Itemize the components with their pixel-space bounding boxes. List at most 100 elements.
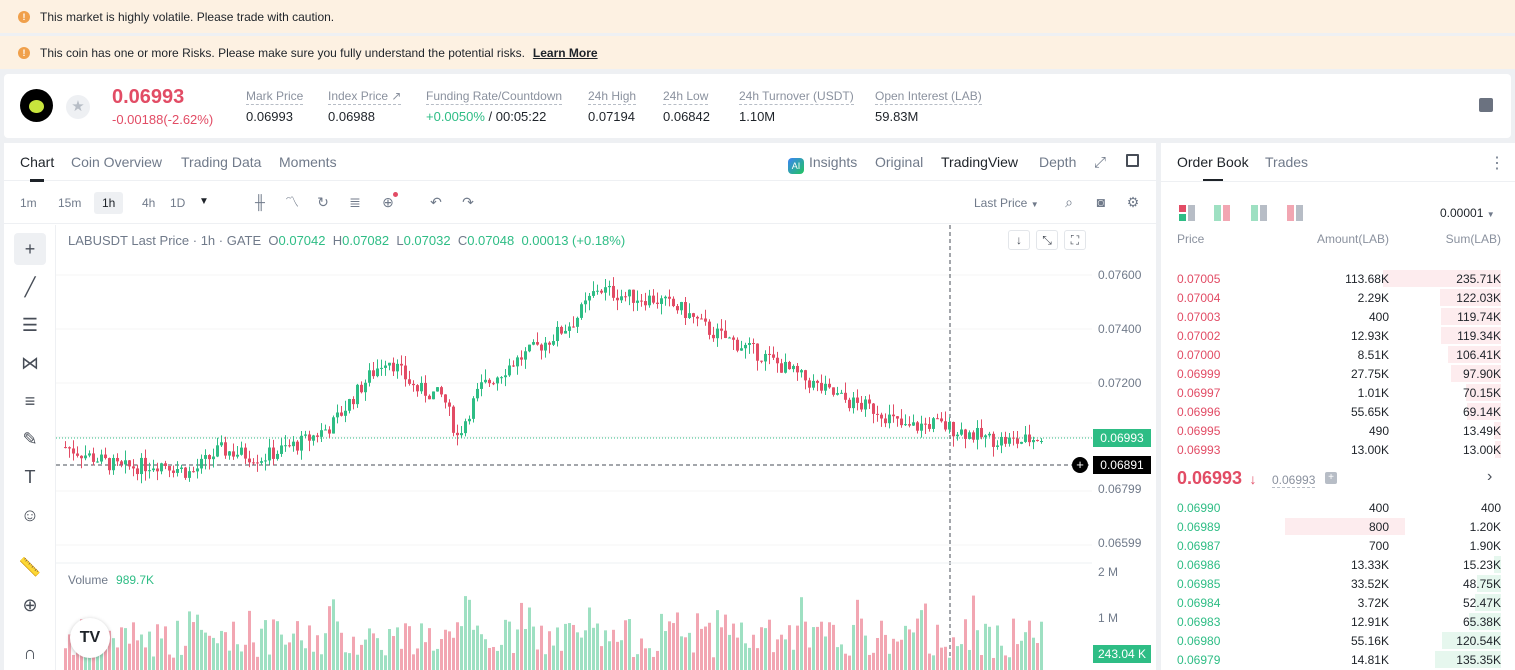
- camera-icon[interactable]: ◙: [1096, 194, 1106, 210]
- tab-chart[interactable]: Chart: [20, 154, 55, 182]
- collapse-icon[interactable]: ⤡: [1036, 230, 1058, 250]
- ask-row[interactable]: 0.06999 27.75K 97.90K: [1161, 364, 1515, 383]
- bid-row[interactable]: 0.06985 33.52K 48.75K: [1161, 574, 1515, 593]
- gear-icon[interactable]: ⚙: [1126, 194, 1140, 210]
- interval-1m[interactable]: 1m: [20, 196, 37, 210]
- trend-line-icon[interactable]: ╱: [24, 277, 36, 297]
- brush-icon[interactable]: ✎: [22, 429, 38, 449]
- interval-4h[interactable]: 4h: [142, 196, 156, 210]
- zoom-icon[interactable]: ⊕: [22, 595, 38, 615]
- view-depth[interactable]: Depth: [1039, 154, 1077, 170]
- precision-select[interactable]: 0.00001 ▼: [1440, 206, 1495, 220]
- interval-15m[interactable]: 15m: [58, 196, 82, 210]
- undo-icon[interactable]: ↶: [430, 194, 442, 210]
- row-amount: 27.75K: [1350, 367, 1389, 381]
- bid-row[interactable]: 0.06987 700 1.90K: [1161, 536, 1515, 555]
- crosshair-icon[interactable]: +: [14, 233, 46, 265]
- candle-body: [428, 395, 431, 400]
- emoji-icon[interactable]: ☺: [20, 505, 40, 525]
- window-icon[interactable]: [1126, 154, 1139, 170]
- ai-icon: AI: [788, 158, 804, 174]
- text-icon[interactable]: T: [24, 467, 36, 487]
- tradingview-logo[interactable]: TV: [70, 618, 110, 658]
- book-icon[interactable]: [1479, 98, 1493, 112]
- view-tradingview[interactable]: TradingView: [941, 154, 1019, 170]
- bid-row[interactable]: 0.06979 14.81K 135.35K: [1161, 650, 1515, 669]
- candlestick-chart[interactable]: [56, 225, 1092, 670]
- row-sum: 1.20K: [1469, 520, 1501, 534]
- tab-trades[interactable]: Trades: [1265, 154, 1309, 170]
- ask-row[interactable]: 0.07004 2.29K 122.03K: [1161, 288, 1515, 307]
- bid-row[interactable]: 0.06990 400 400: [1161, 498, 1515, 517]
- fullscreen-icon[interactable]: ⛶: [1064, 230, 1086, 250]
- candle-body: [268, 447, 271, 461]
- ask-row[interactable]: 0.06997 1.01K 70.15K: [1161, 383, 1515, 402]
- chevron-right-icon[interactable]: ›: [1487, 468, 1493, 485]
- row-price: 0.06979: [1177, 653, 1221, 667]
- view-original[interactable]: Original: [875, 154, 924, 170]
- bids-side-icon[interactable]: [1214, 205, 1230, 221]
- ask-row[interactable]: 0.07003 400 119.74K: [1161, 307, 1515, 326]
- pattern-icon[interactable]: ⋈: [21, 353, 39, 373]
- tab-coin-overview[interactable]: Coin Overview: [71, 154, 163, 170]
- expand-icon[interactable]: ⤢: [1094, 154, 1107, 171]
- tab-moments[interactable]: Moments: [279, 154, 337, 170]
- candle-type-icon[interactable]: ╫: [255, 194, 265, 210]
- volume-bar: [984, 623, 987, 670]
- favorite-star-icon[interactable]: ★: [66, 95, 90, 119]
- row-price: 0.06990: [1177, 501, 1221, 515]
- bid-row[interactable]: 0.06986 13.33K 15.23K: [1161, 555, 1515, 574]
- redo-icon[interactable]: ↷: [462, 194, 474, 210]
- more-icon[interactable]: ⋮: [1489, 155, 1505, 172]
- bid-row[interactable]: 0.06983 12.91K 65.38K: [1161, 612, 1515, 631]
- ask-row[interactable]: 0.07002 12.93K 119.34K: [1161, 326, 1515, 345]
- volume-bar: [148, 631, 151, 670]
- tab-trading-data[interactable]: Trading Data: [181, 154, 262, 170]
- volume-bar: [928, 653, 931, 670]
- horizontal-lines-icon[interactable]: ☰: [21, 315, 39, 335]
- interval-1h[interactable]: 1h: [94, 192, 124, 214]
- ask-row[interactable]: 0.06995 490 13.49K: [1161, 421, 1515, 440]
- learn-more-link[interactable]: Learn More: [532, 45, 598, 60]
- ask-row[interactable]: 0.06993 13.00K 13.00K: [1161, 440, 1515, 459]
- volume-bar: [828, 622, 831, 670]
- search-icon[interactable]: ⌕: [1065, 194, 1073, 210]
- asks-only-icon[interactable]: [1251, 205, 1267, 221]
- bids-only-icon[interactable]: [1287, 205, 1303, 221]
- add-alert-icon[interactable]: ⊕: [380, 192, 398, 210]
- bid-row[interactable]: 0.06989 800 1.20K: [1161, 517, 1515, 536]
- volume-bar: [232, 621, 235, 670]
- volume-bar: [988, 626, 991, 670]
- ask-row[interactable]: 0.06996 55.65K 69.14K: [1161, 402, 1515, 421]
- insights-button[interactable]: AI Insights: [788, 154, 857, 174]
- indicators-icon[interactable]: 〽: [285, 194, 299, 210]
- tab-order-book[interactable]: Order Book: [1177, 154, 1249, 182]
- volume-legend: Volume 989.7K: [68, 573, 155, 587]
- both-sides-icon[interactable]: [1179, 205, 1195, 221]
- magnet-icon[interactable]: ∩: [23, 643, 37, 663]
- mid-price-row[interactable]: 0.06993 ↓ 0.06993 + ›: [1177, 468, 1492, 489]
- fib-icon[interactable]: ≡: [24, 391, 36, 411]
- bid-row[interactable]: 0.06980 55.16K 120.54K: [1161, 631, 1515, 650]
- interval-1d[interactable]: 1D: [170, 196, 186, 210]
- index-price-stat[interactable]: Index Price ↗ 0.06988: [328, 89, 402, 124]
- candle-body: [288, 445, 291, 447]
- ask-row[interactable]: 0.07000 8.51K 106.41K: [1161, 345, 1515, 364]
- templates-icon[interactable]: ≣: [349, 194, 361, 210]
- candle-body: [704, 318, 707, 322]
- row-amount: 1.01K: [1357, 386, 1389, 400]
- candle-body: [812, 380, 815, 388]
- compare-icon[interactable]: ↻: [317, 194, 329, 210]
- price-source-select[interactable]: Last Price ▼: [974, 196, 1039, 210]
- depth-bar: [1440, 289, 1501, 306]
- volume-bar: [920, 610, 923, 670]
- ask-row[interactable]: 0.07005 113.68K 235.71K: [1161, 269, 1515, 288]
- add-order-icon[interactable]: +: [1072, 457, 1088, 473]
- bid-row[interactable]: 0.06984 3.72K 52.47K: [1161, 593, 1515, 612]
- arrow-down-icon[interactable]: ↓: [1008, 230, 1030, 250]
- volume-bar: [240, 651, 243, 670]
- ruler-icon[interactable]: 📏: [18, 557, 42, 577]
- volume-bar: [104, 649, 107, 670]
- volume-bar: [520, 602, 523, 670]
- interval-dropdown-icon[interactable]: ▼: [199, 196, 209, 207]
